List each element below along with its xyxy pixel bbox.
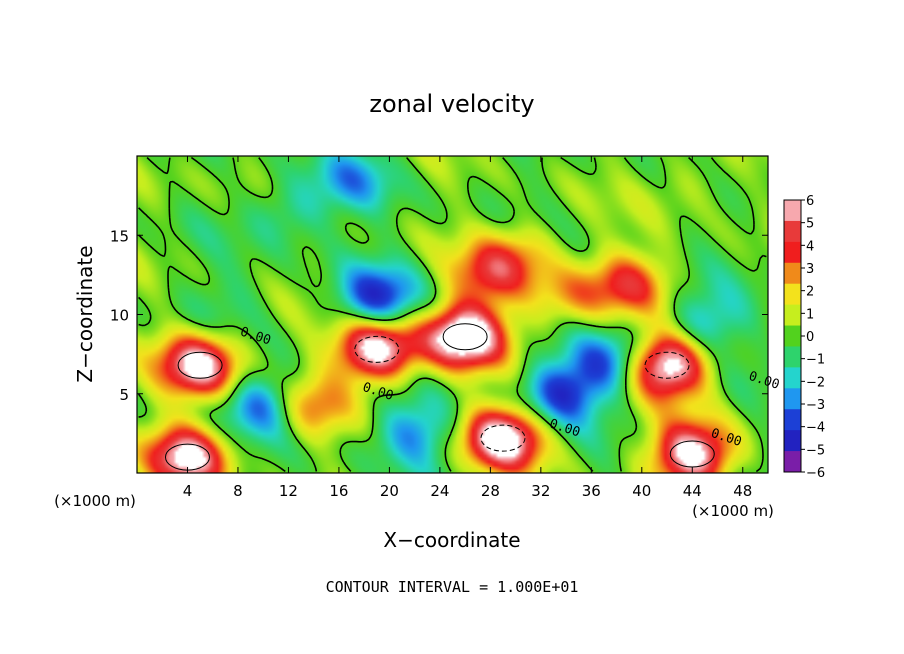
- x-tick-label: 4: [183, 482, 193, 500]
- colorbar-label: 2: [806, 285, 814, 300]
- inner-contour: [644, 351, 690, 379]
- y-axis-label: Z−coordinate: [73, 245, 97, 382]
- colorbar-label: 1: [806, 307, 814, 322]
- inner-contour: [442, 323, 488, 351]
- colorbar-swatch: [784, 200, 801, 222]
- colorbar-label: 3: [806, 262, 814, 277]
- x-tick-label: 44: [683, 482, 702, 500]
- colorbar: 6 5 4 3 2 1 0 −1 −2 −3 −4 −5 −6: [783, 194, 825, 481]
- colorbar-swatch: [784, 346, 801, 368]
- colorbar-swatch: [784, 262, 801, 285]
- x-tick-label: 28: [481, 482, 500, 500]
- colorbar-swatch: [784, 451, 801, 473]
- x-tick-label: 8: [233, 482, 243, 500]
- colorbar-label: 6: [806, 194, 814, 209]
- plot-area: 0.000.000.00 0.000.00 4 8 12 16 20 24 28 32 36 40 4…: [110, 155, 781, 500]
- heatmap-field: [137, 156, 768, 473]
- x-tick-label: 20: [380, 482, 399, 500]
- zero-contour: [137, 156, 767, 473]
- x-tick-label: 16: [329, 482, 348, 500]
- colorbar-swatch: [784, 241, 801, 264]
- colorbar-swatch: [784, 430, 801, 452]
- inner-contour: [669, 440, 715, 468]
- y-tick-label: 5: [119, 386, 129, 404]
- colorbar-label: 0: [806, 330, 814, 345]
- x-tick-label: 48: [733, 482, 752, 500]
- x-tick-label: 24: [430, 482, 449, 500]
- colorbar-label: −2: [806, 375, 825, 390]
- colorbar-label: −5: [806, 443, 825, 458]
- x-unit-right: (×1000 m): [692, 502, 774, 520]
- colorbar-label: −3: [806, 398, 825, 413]
- x-tick-label: 12: [279, 482, 298, 500]
- x-tick-label: 32: [531, 482, 550, 500]
- colorbar-swatch: [784, 367, 801, 389]
- inner-contour: [177, 351, 223, 379]
- y-tick-label: 10: [110, 307, 129, 325]
- inner-contour: [354, 335, 400, 363]
- colorbar-label: 5: [806, 217, 814, 232]
- y-axis: 5 10 15: [110, 227, 768, 404]
- x-axis-label: X−coordinate: [383, 528, 520, 552]
- inner-contour: [480, 424, 526, 452]
- colorbar-swatch: [784, 409, 801, 431]
- x-unit-left: (×1000 m): [54, 492, 136, 510]
- x-axis: 4 8 12 16 20 24 28 32 36 40 44 48: [183, 156, 752, 500]
- x-tick-label: 40: [632, 482, 651, 500]
- colorbar-label: 4: [806, 239, 814, 254]
- y-tick-label: 15: [110, 227, 129, 245]
- contour-interval-note: CONTOUR INTERVAL = 1.000E+01: [326, 578, 579, 596]
- colorbar-swatch: [784, 304, 801, 327]
- colorbar-swatch: [784, 220, 801, 243]
- chart-title: zonal velocity: [369, 90, 534, 118]
- colorbar-swatch: [784, 388, 801, 410]
- colorbar-label: −1: [806, 353, 825, 368]
- colorbar-label: −6: [806, 466, 825, 481]
- colorbar-swatch: [784, 325, 801, 347]
- x-tick-label: 36: [582, 482, 601, 500]
- colorbar-swatch: [784, 283, 801, 306]
- colorbar-label: −4: [806, 421, 825, 436]
